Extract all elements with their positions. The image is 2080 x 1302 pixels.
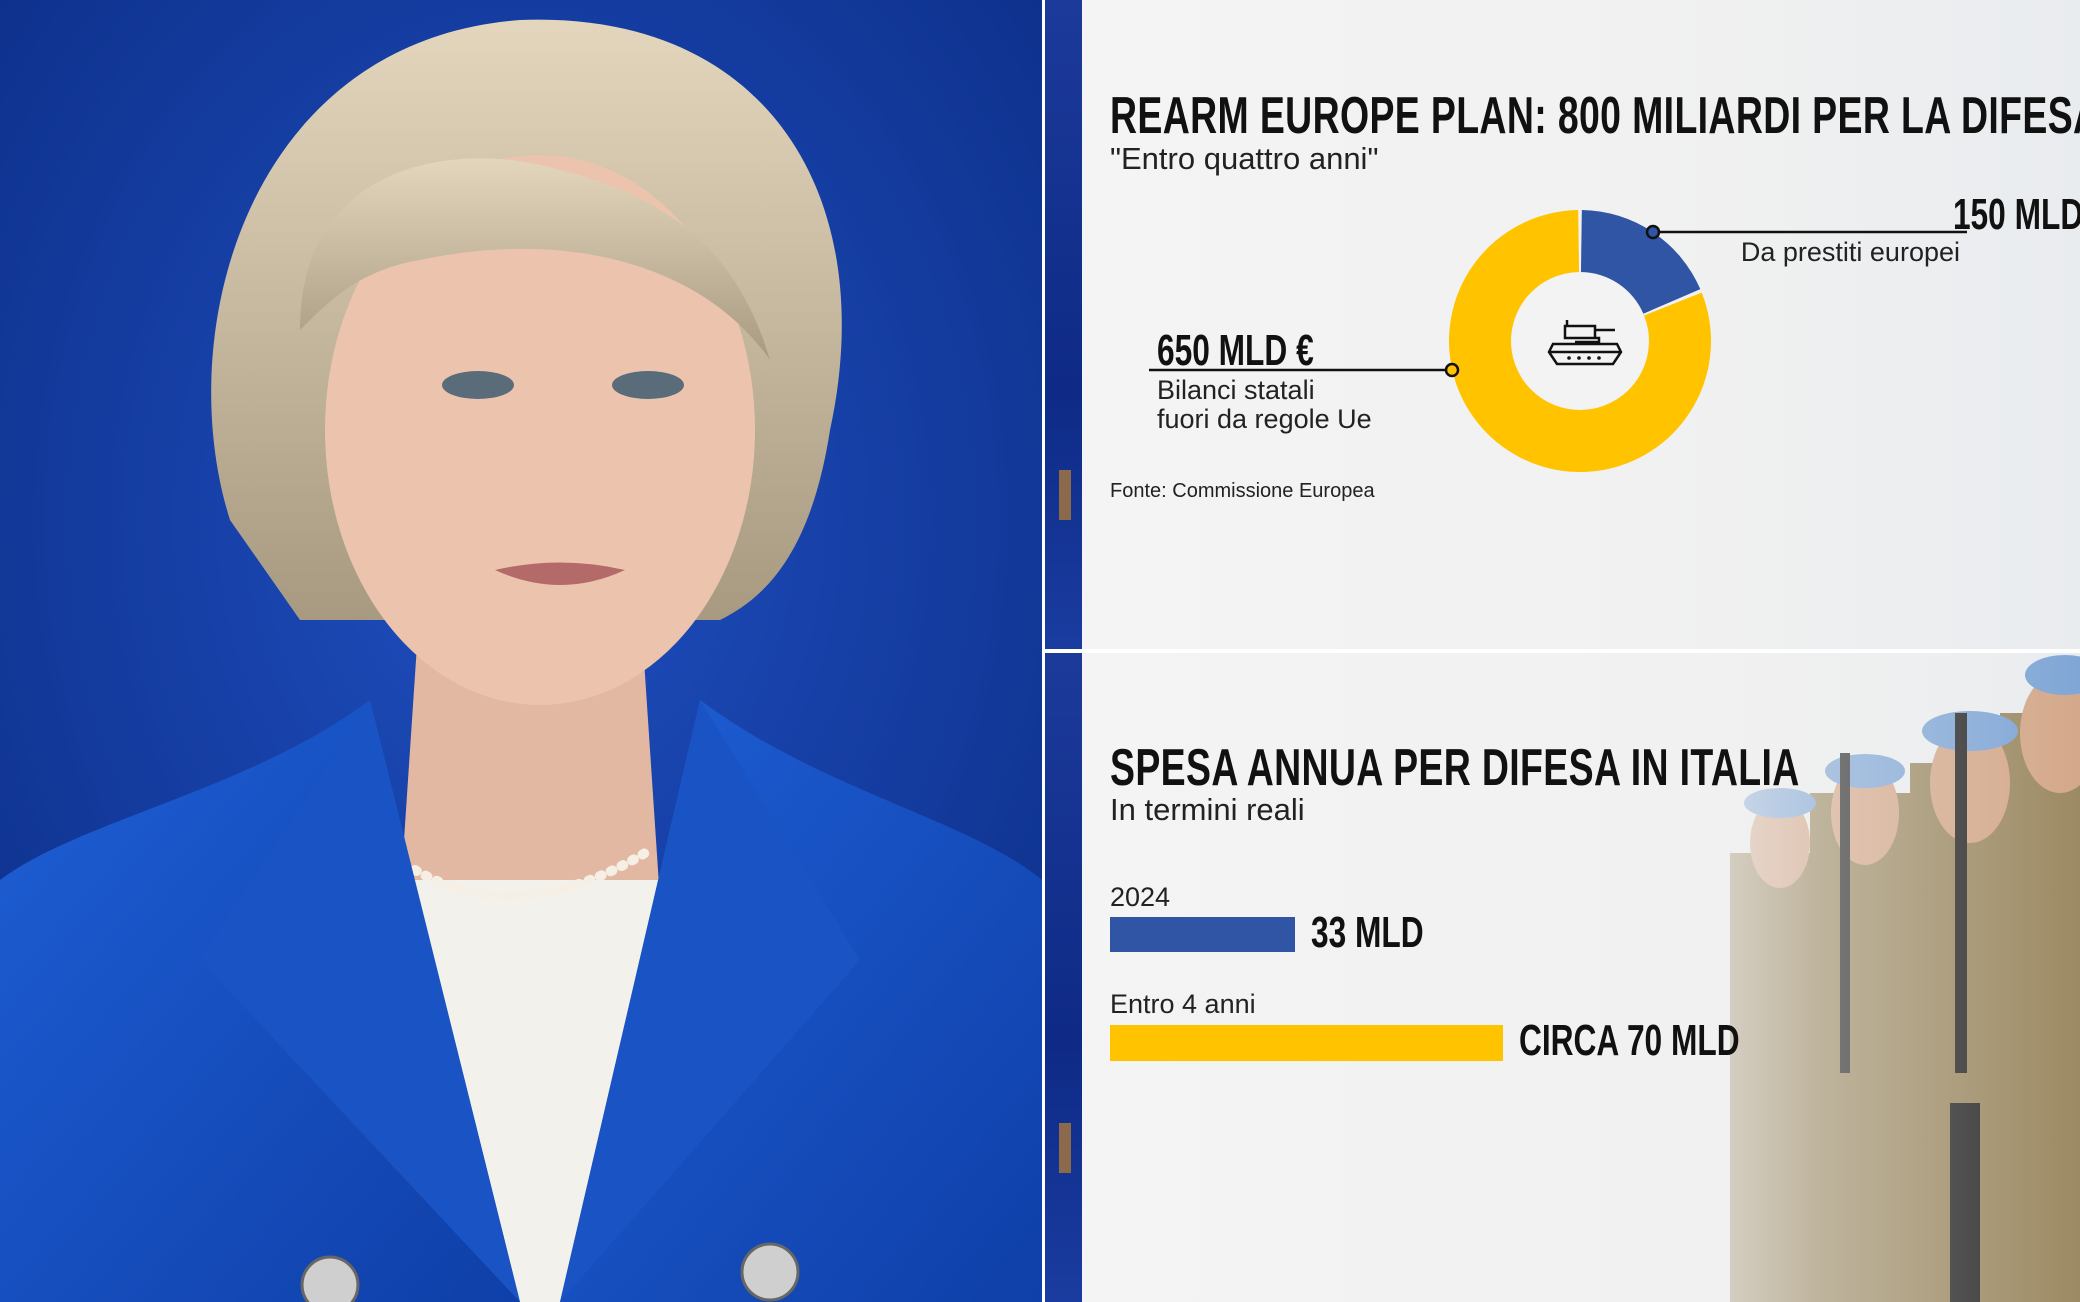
bar-category-2024: 2024 [1110,882,1171,912]
bar-category-4-anni: Entro 4 anni [1110,989,1256,1019]
soldiers-photo [1610,653,2080,1302]
bar-entro-4-anni [1110,1025,1504,1061]
slice-label-650-line1: Bilanci statali [1157,375,1315,405]
slice-value-650: 650 MLD € [1157,326,1314,375]
italy-defense-spending-panel: SPESA ANNUA PER DIFESA IN ITALIA In term… [1045,653,2080,1302]
bar-value-entro-4-anni: CIRCA 70 MLD [1519,1016,1740,1065]
side-strip [1045,0,1082,649]
bar-2024 [1110,917,1296,952]
slice-label-650-line2: fuori da regole Ue [1157,404,1372,434]
donut-slice-150 [1580,210,1701,314]
portrait-photo [0,0,1042,1302]
donut-chart [1149,210,1967,473]
source-note: Fonte: Commissione Europea [1110,480,1375,502]
bar-value-2024: 33 MLD [1311,908,1425,957]
side-strip [1045,653,1082,1302]
leader-dot-150 [1645,224,1661,240]
chart-title: SPESA ANNUA PER DIFESA IN ITALIA [1110,739,1800,797]
donut-slice-650 [1449,210,1711,473]
slice-label-150: Da prestiti europei [1740,237,1960,267]
chart-subtitle: In termini reali [1110,792,1305,827]
rearm-europe-panel: REARM EUROPE PLAN: 800 MILIARDI PER LA D… [1045,0,2080,649]
slice-value-150: 150 MLD € [1952,190,2080,239]
leader-dot-650 [1444,362,1460,378]
chart-subtitle: "Entro quattro anni" [1110,141,1379,176]
tank-icon [1547,320,1623,366]
chart-title: REARM EUROPE PLAN: 800 MILIARDI PER LA D… [1110,87,2080,145]
